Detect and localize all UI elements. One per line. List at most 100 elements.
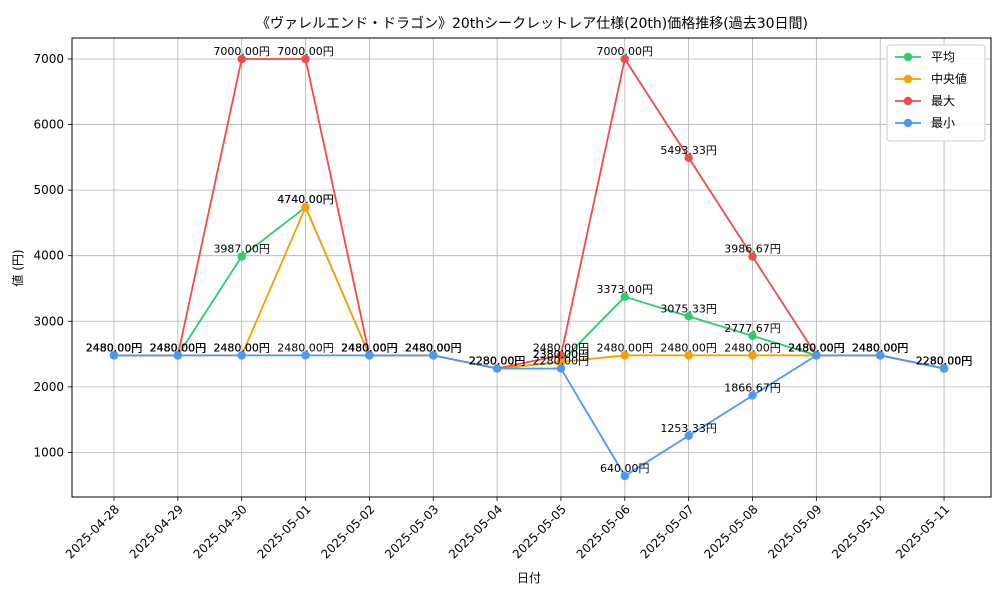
data-label: 2480.00円 <box>788 341 845 354</box>
data-point <box>620 471 629 481</box>
legend-marker <box>903 52 913 62</box>
data-point <box>876 351 885 360</box>
data-label: 7000.00円 <box>597 45 654 58</box>
data-point <box>748 391 757 400</box>
data-label: 2480.00円 <box>788 341 845 354</box>
x-tick-label: 2025-05-08 <box>701 502 760 561</box>
data-point <box>748 252 757 261</box>
data-label: 2380.00円 <box>533 348 590 361</box>
data-label: 2480.00円 <box>277 341 334 354</box>
legend-label: 最小 <box>931 116 955 130</box>
legend-label: 平均 <box>931 50 955 64</box>
data-label: 2280.00円 <box>916 354 973 367</box>
data-label: 2480.00円 <box>405 341 462 354</box>
y-tick-label: 6000 <box>33 118 64 132</box>
data-label: 2480.00円 <box>597 341 654 354</box>
data-label: 2480.00円 <box>724 341 781 354</box>
data-label: 2480.00円 <box>86 341 143 354</box>
x-tick-label: 2025-05-03 <box>382 502 441 561</box>
data-point <box>301 351 310 360</box>
data-point <box>556 357 566 367</box>
x-tick-label: 2025-05-10 <box>829 502 888 561</box>
plot-frame <box>71 37 992 498</box>
data-label: 2480.00円 <box>213 341 270 354</box>
legend-label: 最大 <box>931 94 955 108</box>
data-point <box>237 54 246 64</box>
data-point <box>684 431 693 441</box>
data-label: 3373.00円 <box>597 283 654 296</box>
series-group <box>109 54 949 481</box>
x-tick-label: 2025-05-11 <box>893 502 952 561</box>
data-label: 7000.00円 <box>277 45 334 58</box>
data-label: 2480.00円 <box>405 341 462 354</box>
data-label: 2480.00円 <box>150 341 207 354</box>
data-label: 4740.00円 <box>277 193 334 206</box>
y-tick-label: 1000 <box>33 445 64 459</box>
data-point <box>556 364 566 373</box>
data-label: 2480.00円 <box>341 341 398 354</box>
data-label: 1253.33円 <box>660 422 717 435</box>
data-label: 3986.67円 <box>724 243 781 256</box>
data-label: 2280.00円 <box>533 354 590 367</box>
data-label: 2480.00円 <box>788 341 845 354</box>
data-point <box>748 331 757 341</box>
series-line <box>114 354 945 478</box>
data-label: 2380.00円 <box>533 348 590 361</box>
legend-box <box>886 44 986 142</box>
data-label: 2480.00円 <box>213 341 270 354</box>
data-label: 2480.00円 <box>86 341 143 354</box>
data-point <box>748 351 757 360</box>
data-point <box>684 153 693 162</box>
data-label: 2480.00円 <box>852 341 909 354</box>
data-point <box>620 54 629 64</box>
x-tick-label: 2025-05-07 <box>638 502 697 561</box>
legend-marker <box>903 74 913 84</box>
x-tick-label: 2025-05-04 <box>446 502 505 561</box>
data-point <box>365 351 374 360</box>
data-point <box>492 364 502 373</box>
data-label: 2280.00円 <box>916 354 973 367</box>
data-point <box>173 351 183 360</box>
data-label: 2480.00円 <box>150 341 207 354</box>
y-axis-title: 値 (円) <box>10 249 25 286</box>
data-point <box>939 364 949 373</box>
legend-marker <box>903 96 913 106</box>
legend-marker <box>903 118 913 128</box>
data-label: 2480.00円 <box>852 341 909 354</box>
x-axis-ticks: 2025-04-28 2025-04-29 2025-04-30 2025-05-01… <box>63 497 952 561</box>
data-label: 2480.00円 <box>788 341 845 354</box>
data-point <box>684 312 693 321</box>
data-label: 2280.00円 <box>469 354 526 367</box>
data-label: 2777.67円 <box>724 322 781 335</box>
data-label: 2480.00円 <box>341 341 398 354</box>
data-label: 2280.00円 <box>469 354 526 367</box>
data-label: 1866.67円 <box>724 382 781 395</box>
y-tick-label: 3000 <box>33 314 64 328</box>
data-point <box>109 351 119 360</box>
data-label: 2480.00円 <box>533 341 590 354</box>
chart-title: 《ヴァレルエンド・ドラゴン》20thシークレットレア仕様(20th)価格推移(過… <box>256 15 808 32</box>
data-label: 2480.00円 <box>852 341 909 354</box>
y-axis-ticks: 1000 2000 3000 4000 5000 6000 7000 <box>33 52 72 459</box>
x-tick-label: 2025-05-02 <box>318 502 377 561</box>
data-point <box>429 351 438 360</box>
x-tick-label: 2025-05-05 <box>510 502 569 561</box>
data-label: 2280.00円 <box>916 354 973 367</box>
y-tick-label: 4000 <box>33 249 64 263</box>
x-axis-title: 日付 <box>517 571 541 585</box>
data-label: 2480.00円 <box>150 341 207 354</box>
data-label: 2280.00円 <box>916 354 973 367</box>
data-label: 2480.00円 <box>405 341 462 354</box>
data-label: 4740.00円 <box>277 193 334 206</box>
data-label: 2480.00円 <box>341 341 398 354</box>
data-point <box>556 351 566 360</box>
data-label: 5493.33円 <box>660 144 717 157</box>
data-label: 2480.00円 <box>405 341 462 354</box>
data-label: 2480.00円 <box>86 341 143 354</box>
data-point <box>301 54 310 64</box>
data-label: 2480.00円 <box>852 341 909 354</box>
data-point <box>620 292 629 302</box>
data-label: 7000.00円 <box>213 45 270 58</box>
